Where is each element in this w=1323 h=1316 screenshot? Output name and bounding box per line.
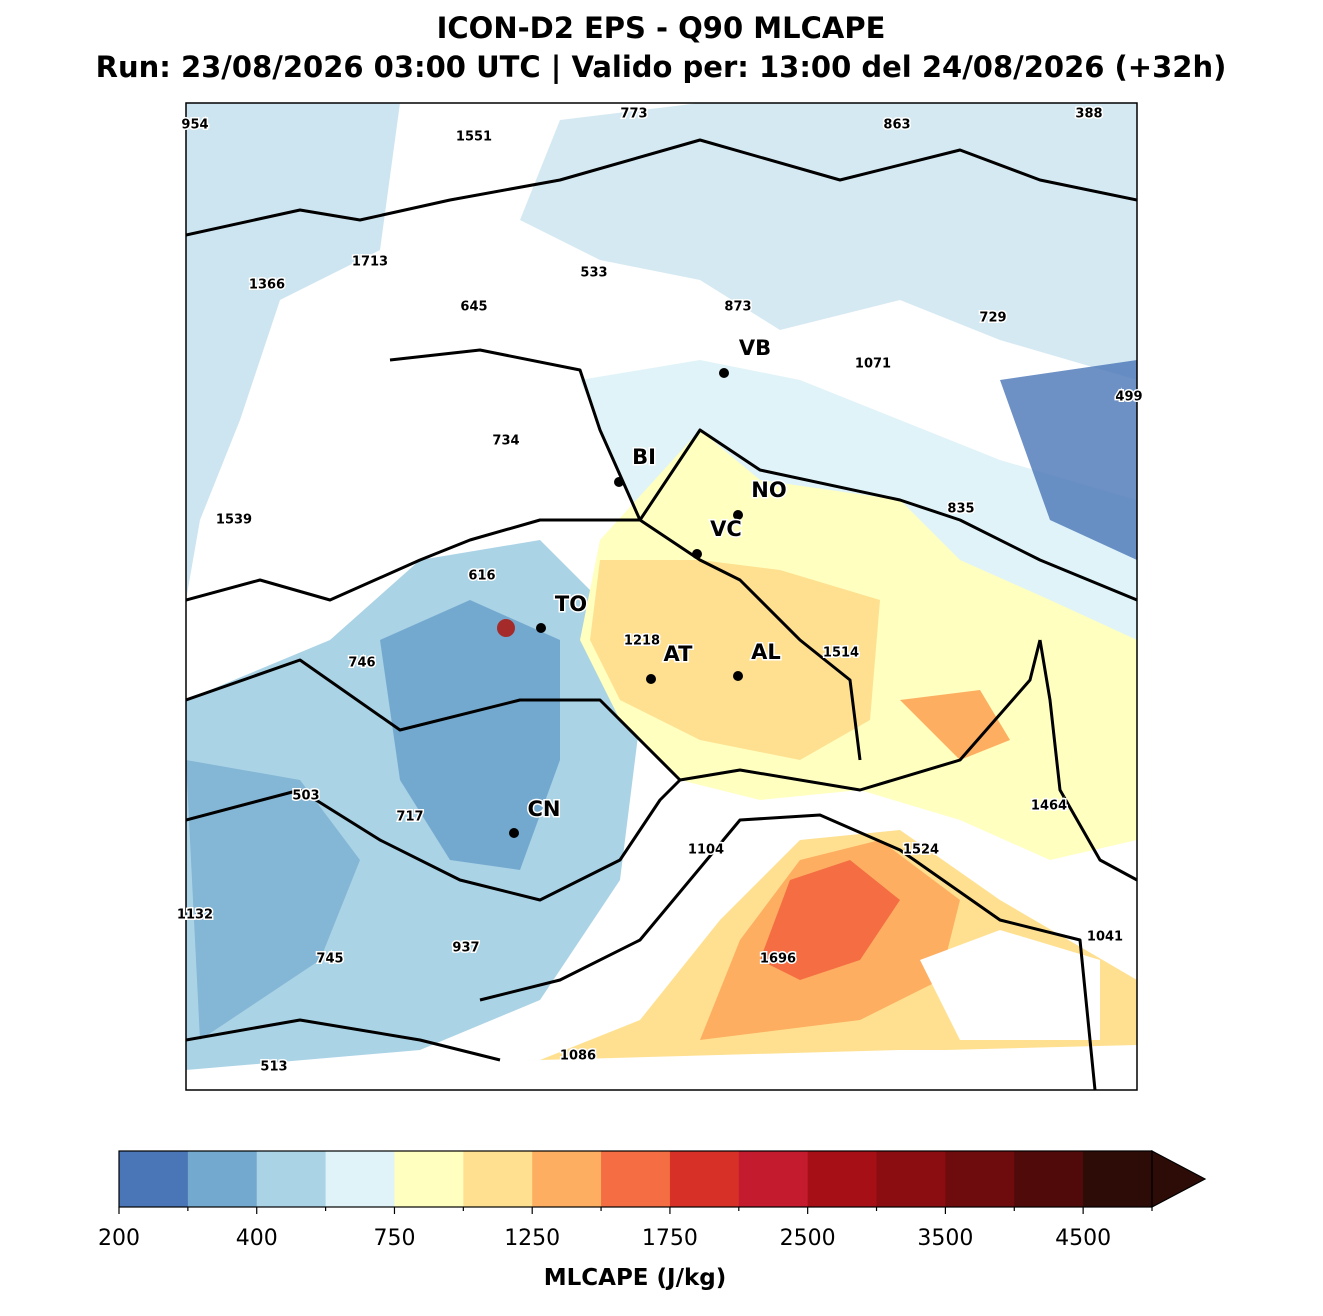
colorbar-tick-label: 750 [373, 1226, 415, 1251]
map-value: 717 [396, 810, 423, 825]
map-value: 1071 [855, 357, 891, 372]
colorbar-tick-label: 4500 [1055, 1226, 1111, 1251]
map-value: 734 [492, 434, 519, 449]
map-value: 1086 [560, 1049, 596, 1064]
colorbar-swatch [187, 1151, 258, 1207]
map-value: 873 [724, 300, 751, 315]
map-value: 1713 [352, 255, 388, 270]
map-value: 1696 [760, 952, 796, 967]
map-value: 937 [452, 941, 479, 956]
city-label: VC [710, 517, 742, 541]
colorbar-swatch [119, 1151, 189, 1207]
map-value: 1366 [249, 278, 285, 293]
city-label: CN [528, 797, 561, 821]
city-dot [536, 623, 546, 633]
colorbar-swatch [601, 1151, 671, 1207]
map-value: 1464 [1031, 799, 1067, 814]
map-value: 954 [181, 118, 208, 133]
colorbar-tick-label: 2500 [780, 1226, 836, 1251]
colorbar-swatch [945, 1151, 1015, 1207]
city-label: BI [632, 445, 656, 469]
city-label: VB [739, 336, 771, 360]
city-label: TO [555, 592, 587, 616]
map-value: 729 [979, 311, 1006, 326]
map-value: 1041 [1087, 930, 1123, 945]
city-dot [646, 674, 656, 684]
colorbar-swatch [325, 1151, 395, 1207]
map-value: 1514 [823, 646, 859, 661]
map-value: 1104 [688, 843, 724, 858]
colorbar-swatch [669, 1151, 740, 1207]
city-dot [719, 368, 729, 378]
map-value: 388 [1075, 107, 1102, 122]
map [186, 103, 1137, 1090]
map-value: 503 [292, 789, 319, 804]
city-dot [692, 549, 702, 559]
colorbar-swatch [463, 1151, 533, 1207]
map-value: 746 [348, 656, 375, 671]
colorbar: 200 400 750 1250 1750 2500 3500 4500 [98, 1150, 1207, 1251]
colorbar-frame [118, 1150, 1153, 1208]
subtitle: Run: 23/08/2026 03:00 UTC | Valido per: … [96, 50, 1227, 84]
map-value: 773 [620, 107, 647, 122]
map-value: 1218 [624, 634, 660, 649]
map-value: 1551 [456, 130, 492, 145]
colorbar-swatch [876, 1151, 946, 1207]
colorbar-tick-label: 200 [98, 1226, 140, 1251]
colorbar-label: MLCAPE (J/kg) [544, 1265, 727, 1291]
colorbar-tick-label: 1250 [504, 1226, 560, 1251]
city-dot [509, 828, 519, 838]
colorbar-swatch [256, 1151, 327, 1207]
map-value: 499 [1115, 390, 1142, 405]
map-value: 645 [460, 300, 487, 315]
map-value: 1539 [216, 513, 252, 528]
colorbar-swatch [807, 1151, 878, 1207]
map-value: 513 [260, 1060, 287, 1075]
city-dot [614, 477, 624, 487]
colorbar-swatch [532, 1151, 602, 1207]
colorbar-swatch [1083, 1151, 1153, 1207]
city-dot [733, 510, 743, 520]
map-value: 1132 [177, 908, 213, 923]
map-value: 616 [468, 569, 495, 584]
city-label: AT [664, 642, 694, 666]
map-value: 863 [883, 118, 910, 133]
map-value: 1524 [903, 843, 939, 858]
map-value: 745 [316, 952, 343, 967]
colorbar-tick-label: 3500 [917, 1226, 973, 1251]
colorbar-tick-label: 1750 [642, 1226, 698, 1251]
colorbar-swatch [394, 1151, 464, 1207]
city-label: NO [751, 478, 786, 502]
colorbar-swatch [1014, 1151, 1084, 1207]
map-value: 533 [580, 266, 607, 281]
colorbar-tick-label: 400 [236, 1226, 278, 1251]
map-value: 835 [947, 502, 974, 517]
city-label: AL [751, 640, 781, 664]
city-dot [733, 671, 743, 681]
colorbar-swatch [738, 1151, 809, 1207]
map-frame [185, 102, 1138, 1091]
colorbar-extend [1151, 1150, 1207, 1208]
title: ICON-D2 EPS - Q90 MLCAPE [437, 11, 886, 45]
